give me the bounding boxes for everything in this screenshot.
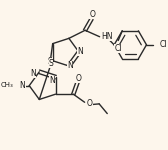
- Text: CH₃: CH₃: [0, 82, 13, 88]
- Text: Cl: Cl: [159, 40, 167, 49]
- Text: N: N: [67, 61, 73, 70]
- Text: O: O: [87, 99, 93, 108]
- Text: Cl: Cl: [114, 44, 122, 53]
- Text: N: N: [19, 81, 25, 90]
- Text: O: O: [75, 74, 81, 83]
- Text: HN: HN: [101, 32, 113, 41]
- Text: S: S: [48, 57, 53, 66]
- Text: N: N: [77, 47, 83, 56]
- Text: S: S: [49, 58, 53, 68]
- Text: N: N: [49, 76, 55, 85]
- Text: N: N: [30, 69, 36, 78]
- Text: O: O: [89, 11, 95, 20]
